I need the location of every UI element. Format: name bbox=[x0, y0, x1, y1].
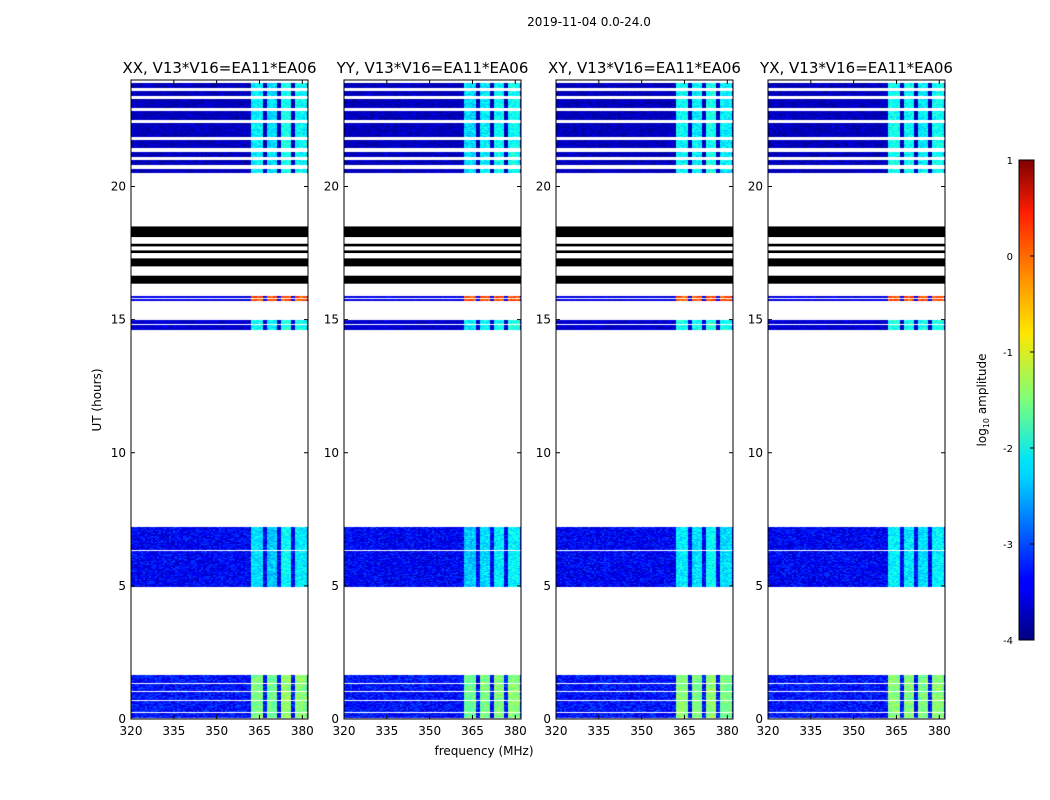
panel-1-ytick-label: 15 bbox=[324, 313, 339, 327]
panel-2-ytick-label: 10 bbox=[536, 446, 551, 460]
panel-3-ytick-label: 15 bbox=[748, 313, 763, 327]
panel-1-xtick-label: 320 bbox=[333, 724, 356, 738]
panel-3: YX, V13*V16=EA11*EA06 320 335 350 365 380 0 5 10… bbox=[748, 59, 953, 738]
figure-suptitle: 2019-11-04 0.0-24.0 bbox=[527, 15, 651, 29]
panel-1-xtick-label: 365 bbox=[461, 724, 484, 738]
panel-0-ytick-label: 20 bbox=[111, 180, 126, 194]
panel-0-xtick-label: 335 bbox=[162, 724, 185, 738]
colorbar-label-log: log bbox=[975, 428, 989, 446]
panel-3-ytick-label: 5 bbox=[755, 579, 763, 593]
panel-2-heatmap bbox=[556, 80, 733, 719]
panel-1-ytick-label: 0 bbox=[331, 712, 339, 726]
colorbar-label: log10 amplitude bbox=[975, 354, 991, 447]
panel-0-flag-band-4 bbox=[131, 226, 308, 238]
panel-3-xtick-label: 365 bbox=[885, 724, 908, 738]
colorbar-tick-label: 1 bbox=[1007, 156, 1013, 167]
colorbar-ticks: 1 0 -1 -2 -3 -4 bbox=[1003, 156, 1034, 647]
panel-0-ytick-label: 5 bbox=[118, 579, 126, 593]
panel-2-ytick-label: 20 bbox=[536, 180, 551, 194]
panel-2-ytick-label: 15 bbox=[536, 313, 551, 327]
panel-3-flag-band-2 bbox=[768, 250, 945, 254]
panel-2-frame bbox=[555, 79, 734, 720]
panel-1-xtick-label: 350 bbox=[418, 724, 441, 738]
panel-3-ytick-label: 10 bbox=[748, 446, 763, 460]
panel-3-flag-band-1 bbox=[768, 258, 945, 267]
panel-1-ytick-label: 5 bbox=[331, 579, 339, 593]
panel-0-frame bbox=[130, 79, 309, 720]
x-axis-label: frequency (MHz) bbox=[434, 744, 533, 758]
panel-3-xtick-label: 350 bbox=[842, 724, 865, 738]
panel-2-ytick-label: 5 bbox=[543, 579, 551, 593]
panel-3-heatmap bbox=[768, 80, 945, 719]
panel-3-xtick-label: 380 bbox=[928, 724, 951, 738]
colorbar-label-base: 10 bbox=[982, 418, 991, 428]
colorbar-label-rest: amplitude bbox=[975, 354, 989, 418]
panel-0-flag-band-2 bbox=[131, 250, 308, 254]
panel-3-xtick-label: 335 bbox=[799, 724, 822, 738]
colorbar-tick-label: -1 bbox=[1003, 348, 1013, 359]
panel-0-xtick-label: 380 bbox=[291, 724, 314, 738]
panel-0: XX, V13*V16=EA11*EA06 320 335 350 365 380 0 5 10… bbox=[111, 59, 317, 738]
panel-3-xtick-label: 320 bbox=[757, 724, 780, 738]
panel-2-title: XY, V13*V16=EA11*EA06 bbox=[548, 59, 741, 77]
panel-2-flag-band-2 bbox=[556, 250, 733, 254]
panel-1-title: YY, V13*V16=EA11*EA06 bbox=[336, 59, 529, 77]
panel-0-title: XX, V13*V16=EA11*EA06 bbox=[122, 59, 316, 77]
panel-2-xtick-label: 335 bbox=[587, 724, 610, 738]
colorbar-tick-label: 0 bbox=[1007, 252, 1013, 263]
panel-3-flag-band-3 bbox=[768, 243, 945, 247]
panel-3-title: YX, V13*V16=EA11*EA06 bbox=[759, 59, 953, 77]
colorbar-tick-label: -4 bbox=[1003, 636, 1013, 647]
panel-1-xtick-label: 380 bbox=[504, 724, 527, 738]
panel-2-flag-band-4 bbox=[556, 226, 733, 238]
panel-2-flag-band-0 bbox=[556, 275, 733, 284]
panel-0-xtick-label: 320 bbox=[120, 724, 143, 738]
panel-3-flag-band-0 bbox=[768, 275, 945, 284]
panel-1-flag-band-0 bbox=[344, 275, 521, 284]
panel-1-heatmap bbox=[344, 80, 521, 719]
panel-1-ytick-label: 20 bbox=[324, 180, 339, 194]
panel-0-heatmap bbox=[131, 80, 308, 719]
panel-0-ytick-label: 15 bbox=[111, 313, 126, 327]
colorbar-tick-label: -2 bbox=[1003, 444, 1013, 455]
colorbar-tick-label: -3 bbox=[1003, 540, 1013, 551]
panel-1-frame bbox=[343, 79, 522, 720]
y-axis-label: UT (hours) bbox=[90, 368, 104, 431]
colorbar bbox=[1018, 159, 1035, 641]
panel-0-flag-band-0 bbox=[131, 275, 308, 284]
panel-1-flag-band-1 bbox=[344, 258, 521, 267]
panel-0-xtick-label: 350 bbox=[205, 724, 228, 738]
panel-3-frame bbox=[767, 79, 946, 720]
panel-2-ytick-label: 0 bbox=[543, 712, 551, 726]
colorbar-gradient bbox=[1018, 159, 1035, 641]
panel-3-ytick-label: 0 bbox=[755, 712, 763, 726]
panels-group: XX, V13*V16=EA11*EA06 320 335 350 365 380 0 5 10… bbox=[111, 59, 953, 738]
panel-1: YY, V13*V16=EA11*EA06 320 335 350 365 380 0 5 10… bbox=[324, 59, 529, 738]
panel-1-flag-band-3 bbox=[344, 243, 521, 247]
panel-0-flag-band-1 bbox=[131, 258, 308, 267]
panel-2-xtick-label: 365 bbox=[673, 724, 696, 738]
panel-3-flag-band-4 bbox=[768, 226, 945, 238]
panel-2-xtick-label: 320 bbox=[545, 724, 568, 738]
panel-0-ytick-label: 0 bbox=[118, 712, 126, 726]
panel-1-flag-band-2 bbox=[344, 250, 521, 254]
panel-1-ytick-label: 10 bbox=[324, 446, 339, 460]
panel-2-flag-band-1 bbox=[556, 258, 733, 267]
panel-2: XY, V13*V16=EA11*EA06 320 335 350 365 380 0 5 10… bbox=[536, 59, 741, 738]
panel-3-ytick-label: 20 bbox=[748, 180, 763, 194]
panel-0-ytick-label: 10 bbox=[111, 446, 126, 460]
panel-1-xtick-label: 335 bbox=[375, 724, 398, 738]
panel-0-xtick-label: 365 bbox=[248, 724, 271, 738]
panel-2-xtick-label: 350 bbox=[630, 724, 653, 738]
panel-2-xtick-label: 380 bbox=[716, 724, 739, 738]
panel-1-flag-band-4 bbox=[344, 226, 521, 238]
panel-2-flag-band-3 bbox=[556, 243, 733, 247]
panel-0-flag-band-3 bbox=[131, 243, 308, 247]
